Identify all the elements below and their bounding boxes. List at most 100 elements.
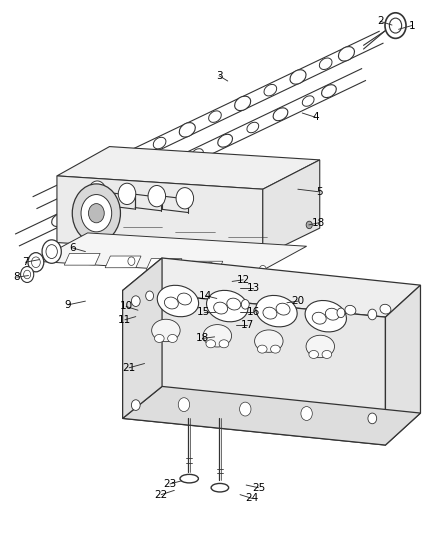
Circle shape [202,245,209,254]
Text: 12: 12 [237,275,250,285]
Ellipse shape [232,283,241,289]
Circle shape [387,15,404,36]
Text: 11: 11 [118,315,131,325]
Polygon shape [64,253,100,265]
Circle shape [368,309,377,320]
Ellipse shape [81,201,92,212]
Text: 5: 5 [316,187,323,197]
Circle shape [146,291,154,301]
Circle shape [389,18,402,33]
Circle shape [24,270,31,279]
Circle shape [306,221,312,229]
Ellipse shape [290,70,306,84]
Polygon shape [263,160,320,256]
Text: 18: 18 [196,334,209,343]
Bar [228,227,267,246]
Ellipse shape [325,308,339,320]
Ellipse shape [164,297,178,309]
Ellipse shape [263,307,277,319]
Ellipse shape [322,351,332,359]
Circle shape [72,184,120,243]
Circle shape [368,413,377,424]
Circle shape [49,252,56,260]
Ellipse shape [52,214,67,227]
Ellipse shape [168,335,177,343]
Text: 4: 4 [312,112,319,122]
Polygon shape [385,285,420,445]
Bar [123,217,162,236]
Ellipse shape [157,285,198,317]
Ellipse shape [271,345,280,353]
Text: 7: 7 [22,257,29,267]
Circle shape [255,250,262,259]
Ellipse shape [107,187,122,200]
Ellipse shape [124,149,140,164]
Circle shape [32,257,40,268]
Circle shape [134,315,140,322]
Ellipse shape [380,304,391,314]
Ellipse shape [223,310,230,316]
Circle shape [178,398,190,411]
Ellipse shape [227,298,241,310]
Polygon shape [146,259,182,270]
Text: 23: 23 [163,479,177,489]
Ellipse shape [235,96,251,111]
Ellipse shape [306,335,335,358]
Ellipse shape [339,46,354,61]
Ellipse shape [207,290,248,322]
Text: 24: 24 [245,494,258,503]
Circle shape [88,204,104,223]
Text: 3: 3 [215,71,223,80]
Ellipse shape [273,108,288,120]
Polygon shape [123,258,420,317]
Ellipse shape [206,340,215,348]
Ellipse shape [152,319,180,342]
Circle shape [42,240,61,263]
Ellipse shape [276,303,290,315]
Circle shape [131,400,140,410]
Polygon shape [105,256,141,268]
Polygon shape [57,176,263,256]
Circle shape [81,195,112,232]
Circle shape [385,13,406,38]
Ellipse shape [177,293,191,305]
Text: 16: 16 [247,307,260,317]
Ellipse shape [211,483,229,492]
Ellipse shape [345,305,356,315]
Ellipse shape [162,161,177,174]
Circle shape [207,262,214,271]
Circle shape [21,266,34,282]
Ellipse shape [223,316,230,321]
Circle shape [137,306,143,314]
Ellipse shape [191,149,203,159]
Text: 15: 15 [197,307,210,317]
Text: 1: 1 [408,21,415,30]
Circle shape [131,296,140,306]
Circle shape [241,300,249,309]
Circle shape [150,241,157,249]
Bar [175,222,215,241]
Circle shape [148,185,166,207]
Ellipse shape [309,351,318,359]
Ellipse shape [218,134,233,147]
Polygon shape [57,147,320,189]
Ellipse shape [203,325,232,347]
Ellipse shape [256,295,297,327]
Ellipse shape [153,138,166,149]
Ellipse shape [214,302,228,314]
Text: 2: 2 [377,17,384,26]
Ellipse shape [258,345,267,353]
Circle shape [118,183,136,205]
Ellipse shape [208,111,221,123]
Polygon shape [187,261,223,273]
Text: 14: 14 [199,291,212,301]
Circle shape [240,402,251,416]
Polygon shape [123,290,385,445]
Text: 8: 8 [13,272,20,282]
Circle shape [128,257,135,265]
Ellipse shape [319,58,332,69]
Text: 6: 6 [69,243,76,253]
Ellipse shape [219,340,229,348]
Text: 9: 9 [64,300,71,310]
Ellipse shape [312,312,326,324]
